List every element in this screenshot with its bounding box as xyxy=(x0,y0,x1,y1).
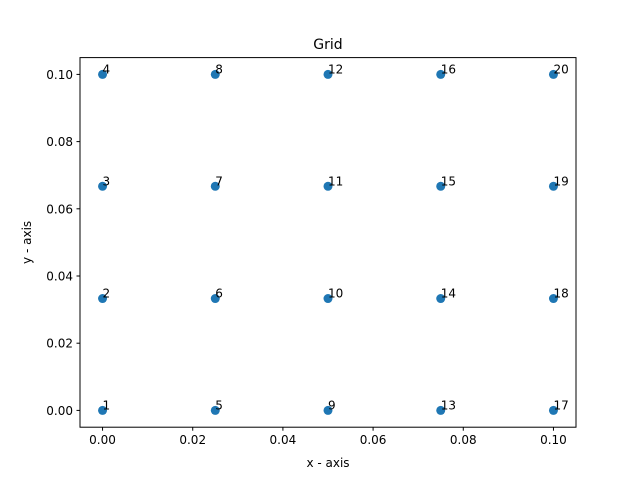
data-point xyxy=(323,69,333,79)
x-tick-label: 0.04 xyxy=(270,433,297,447)
data-point-label: 13 xyxy=(441,398,456,412)
data-point xyxy=(98,69,108,79)
y-axis-ticks: 0.00 0.02 0.04 0.06 0.08 0.10 xyxy=(46,68,80,418)
data-point-label: 3 xyxy=(103,174,111,188)
plot-area-frame xyxy=(79,57,577,428)
x-tick-label: 0.08 xyxy=(450,433,477,447)
data-point-label: 18 xyxy=(553,287,568,301)
data-point xyxy=(548,69,558,79)
data-point xyxy=(210,405,220,415)
x-axis-ticks: 0.00 0.02 0.04 0.06 0.08 0.10 xyxy=(89,427,567,447)
x-tick-label: 0.02 xyxy=(179,433,206,447)
data-point xyxy=(548,294,558,304)
data-point xyxy=(548,181,558,191)
data-point-label: 12 xyxy=(328,62,343,76)
data-point xyxy=(98,405,108,415)
y-axis-label: y - axis xyxy=(20,221,34,264)
data-point-label: 4 xyxy=(103,62,111,76)
data-point xyxy=(436,181,446,191)
data-point xyxy=(210,181,220,191)
data-point-label: 2 xyxy=(103,287,111,301)
data-point xyxy=(98,181,108,191)
data-point-label: 19 xyxy=(553,174,568,188)
data-point xyxy=(210,294,220,304)
data-point-label: 7 xyxy=(215,174,223,188)
data-point-label: 8 xyxy=(215,62,223,76)
y-tick-label: 0.04 xyxy=(46,270,73,284)
x-tick-label: 0.10 xyxy=(540,433,567,447)
data-point-label: 11 xyxy=(328,174,343,188)
data-point xyxy=(323,181,333,191)
data-point xyxy=(548,405,558,415)
y-tick-label: 0.06 xyxy=(46,202,73,216)
data-point xyxy=(436,405,446,415)
data-point-label: 20 xyxy=(553,62,568,76)
y-tick-label: 0.00 xyxy=(46,404,73,418)
data-point xyxy=(210,69,220,79)
data-point xyxy=(436,69,446,79)
data-point xyxy=(323,294,333,304)
y-tick-label: 0.10 xyxy=(46,68,73,82)
data-point-label: 6 xyxy=(215,287,223,301)
data-point xyxy=(98,294,108,304)
x-axis-label: x - axis xyxy=(306,456,349,470)
x-tick-label: 0.06 xyxy=(360,433,387,447)
data-point-label: 5 xyxy=(215,398,223,412)
data-point-label: 14 xyxy=(441,287,456,301)
chart-title: Grid xyxy=(313,37,342,53)
data-point-label: 17 xyxy=(553,398,568,412)
x-tick-label: 0.00 xyxy=(89,433,116,447)
data-point-label: 16 xyxy=(441,62,456,76)
data-point xyxy=(323,405,333,415)
data-point-label: 10 xyxy=(328,287,343,301)
data-point xyxy=(436,294,446,304)
data-point-label: 1 xyxy=(103,398,111,412)
data-point-label: 15 xyxy=(441,174,456,188)
data-points xyxy=(98,69,558,415)
y-tick-label: 0.02 xyxy=(46,337,73,351)
y-tick-label: 0.08 xyxy=(46,135,73,149)
data-point-label: 9 xyxy=(328,398,336,412)
